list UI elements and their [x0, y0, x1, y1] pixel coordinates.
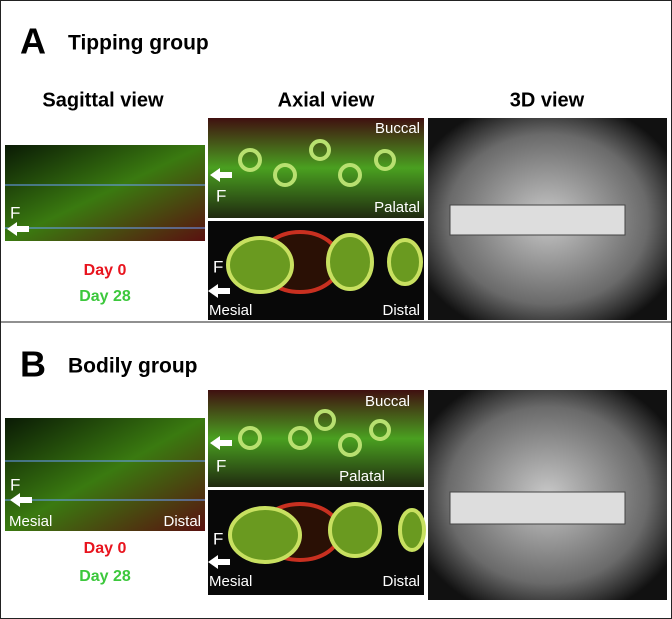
legend-day28: Day 28 [79, 288, 131, 305]
decoration [238, 409, 391, 457]
direction-label: Buccal [365, 393, 410, 410]
column-header: 3D view [510, 89, 585, 111]
panel-letter: A [20, 21, 46, 62]
sagittal-image [5, 418, 205, 531]
panel-b: B Bodily group F Mesial Distal Day 0 Day… [5, 344, 667, 600]
panel-title: Tipping group [68, 32, 209, 55]
direction-label: Distal [382, 302, 420, 319]
force-label: F [213, 529, 223, 548]
column-header: Axial view [278, 89, 375, 111]
force-label: F [216, 456, 226, 475]
legend-day28: Day 28 [79, 568, 131, 585]
direction-label: Buccal [375, 120, 420, 137]
panel-letter: B [20, 344, 46, 385]
3d-detail [449, 204, 626, 236]
axial-image [208, 390, 424, 487]
direction-label: Distal [382, 573, 420, 590]
direction-label: Palatal [339, 468, 385, 485]
force-label: F [10, 475, 20, 494]
direction-label: Mesial [9, 242, 52, 259]
direction-label: Distal [163, 513, 201, 530]
force-label: F [213, 257, 223, 276]
panel-a: A Tipping group Sagittal view Axial view… [5, 21, 667, 320]
direction-label: Palatal [374, 199, 420, 216]
panel-title: Bodily group [68, 355, 198, 378]
sagittal-image [5, 145, 205, 241]
legend-day0: Day 0 [84, 262, 127, 279]
decoration [226, 230, 423, 294]
legend-day0: Day 0 [84, 540, 127, 557]
column-header: Sagittal view [42, 89, 164, 111]
direction-label: Mesial [209, 573, 252, 590]
force-label: F [216, 186, 226, 205]
direction-label: Mesial [209, 302, 252, 319]
decoration [238, 139, 396, 187]
direction-label: Mesial [9, 513, 52, 530]
3d-detail [449, 491, 626, 525]
force-label: F [10, 203, 20, 222]
decoration [228, 502, 426, 564]
direction-label: Distal [163, 242, 201, 259]
